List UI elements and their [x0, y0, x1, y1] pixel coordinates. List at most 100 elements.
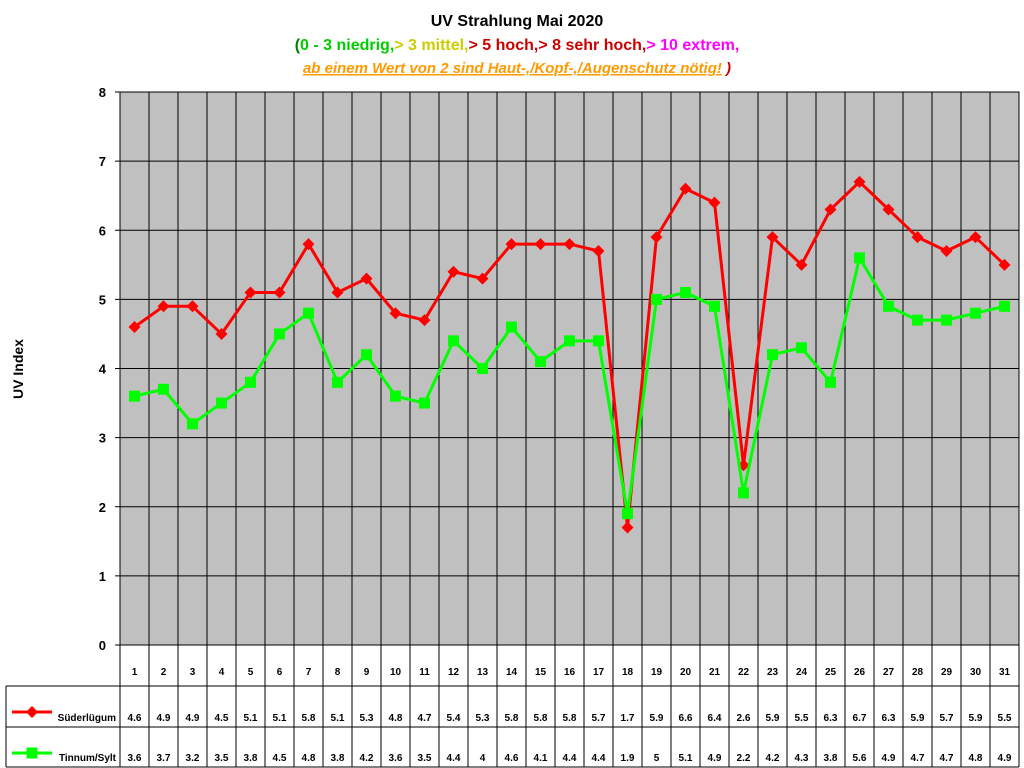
data-point-marker	[593, 335, 604, 347]
table-data-label: 4.9	[998, 753, 1012, 764]
x-category-label: 5	[248, 667, 254, 678]
x-category-label: 10	[390, 667, 402, 678]
table-data-label: 4.3	[795, 753, 809, 764]
data-point-marker	[303, 307, 314, 319]
table-data-label: 4.7	[418, 713, 432, 724]
x-category-label: 20	[680, 667, 692, 678]
x-category-label: 14	[506, 667, 518, 678]
chart-note-text: ab einem Wert von 2 sind Haut-,/Kopf-,/A…	[303, 60, 722, 77]
table-data-label: 3.2	[186, 753, 200, 764]
x-category-label: 3	[190, 667, 196, 678]
table-data-label: 3.6	[128, 753, 142, 764]
subtitle-part: 0 - 3 niedrig,	[300, 37, 394, 54]
table-data-label: 3.5	[215, 753, 229, 764]
data-point-marker	[679, 182, 692, 195]
data-point-marker	[738, 487, 749, 499]
chart-note: ab einem Wert von 2 sind Haut-,/Kopf-,/A…	[303, 60, 731, 77]
data-point-marker	[419, 397, 430, 409]
table-data-label: 4.7	[911, 753, 925, 764]
chart-title: UV Strahlung Mai 2020	[431, 13, 604, 30]
legend-marker	[26, 747, 38, 759]
x-category-label: 28	[912, 667, 924, 678]
table-data-label: 5.7	[940, 713, 954, 724]
y-tick-label: 6	[99, 223, 106, 238]
table-data-label: 4.9	[882, 753, 896, 764]
data-point-marker	[418, 314, 431, 327]
data-point-marker	[534, 238, 547, 251]
table-data-label: 2.6	[737, 713, 751, 724]
table-data-label: 4.1	[534, 753, 548, 764]
subtitle-part: > 3 mittel,	[394, 37, 468, 54]
table-data-label: 5.5	[795, 713, 809, 724]
data-point-marker	[360, 272, 373, 285]
x-category-label: 25	[825, 667, 837, 678]
y-tick-label: 4	[99, 362, 107, 377]
table-data-label: 5.9	[650, 713, 664, 724]
data-point-marker	[592, 244, 605, 257]
table-data-label: 1.9	[621, 753, 635, 764]
legend-marker	[26, 706, 38, 718]
data-point-marker	[709, 300, 720, 312]
table-data-label: 5.9	[969, 713, 983, 724]
table-data-label: 5.8	[534, 713, 548, 724]
table-data-label: 5.8	[505, 713, 519, 724]
table-data-label: 3.7	[157, 753, 171, 764]
data-point-marker	[650, 231, 663, 244]
data-point-marker	[853, 175, 866, 188]
table-data-label: 4.5	[215, 713, 229, 724]
y-tick-label: 1	[99, 569, 106, 584]
table-data-label: 6.3	[824, 713, 838, 724]
x-category-label: 11	[419, 667, 430, 678]
data-point-marker	[506, 321, 517, 333]
x-category-label: 23	[767, 667, 779, 678]
table-data-label: 5.1	[273, 713, 287, 724]
data-point-marker	[882, 203, 895, 216]
data-point-marker	[970, 307, 981, 319]
x-category-label: 31	[999, 667, 1011, 678]
table-data-label: 4.2	[360, 753, 374, 764]
y-tick-label: 2	[99, 500, 106, 515]
data-point-marker	[795, 258, 808, 271]
data-point-marker	[447, 265, 460, 278]
data-point-marker	[883, 300, 894, 312]
table-data-label: 5	[654, 753, 660, 764]
table-data-label: 5.8	[563, 713, 577, 724]
data-point-marker	[274, 328, 285, 340]
table-data-label: 3.8	[824, 753, 838, 764]
y-tick-label: 8	[99, 85, 106, 100]
x-category-label: 1	[132, 667, 138, 678]
table-data-label: 2.2	[737, 753, 751, 764]
table-data-label: 6.3	[882, 713, 896, 724]
data-point-marker	[796, 342, 807, 354]
x-category-label: 7	[306, 667, 312, 678]
data-point-marker	[216, 397, 227, 409]
table-data-label: 5.7	[592, 713, 606, 724]
y-tick-label: 7	[99, 154, 106, 169]
table-data-label: 3.8	[244, 753, 258, 764]
data-point-marker	[244, 286, 257, 299]
table-data-label: 5.3	[476, 713, 490, 724]
data-point-marker	[680, 286, 691, 298]
table-data-label: 5.5	[998, 713, 1012, 724]
data-point-marker	[187, 418, 198, 430]
data-point-marker	[128, 321, 141, 334]
data-point-marker	[390, 390, 401, 402]
data-point-marker	[621, 521, 634, 534]
subtitle-part: > 5 hoch,	[469, 37, 539, 54]
x-category-label: 9	[364, 667, 370, 678]
data-point-marker	[245, 376, 256, 388]
x-category-label: 24	[796, 667, 808, 678]
table-data-label: 4.4	[563, 753, 577, 764]
x-category-label: 15	[535, 667, 547, 678]
x-category-label: 2	[161, 667, 167, 678]
data-point-marker	[563, 238, 576, 251]
data-point-marker	[476, 272, 489, 285]
data-point-marker	[854, 252, 865, 264]
x-category-label: 26	[854, 667, 866, 678]
table-data-label: 4.6	[505, 753, 519, 764]
data-point-marker	[157, 300, 170, 313]
table-data-label: 4.9	[186, 713, 200, 724]
chart-note-close: )	[722, 60, 731, 77]
subtitle-part: > 8 sehr hoch,	[538, 37, 646, 54]
data-point-marker	[911, 231, 924, 244]
